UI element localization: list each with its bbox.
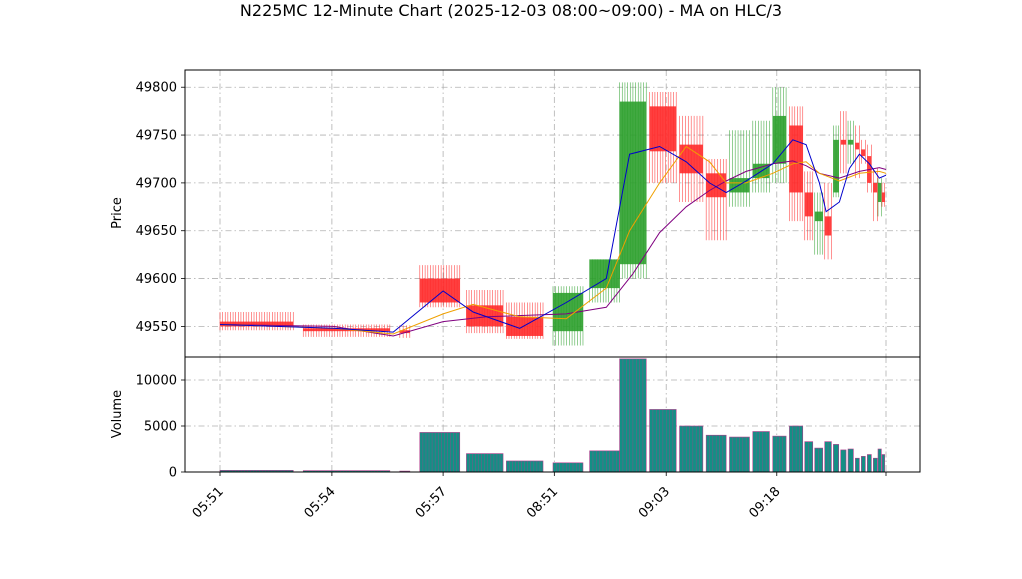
candle-body bbox=[882, 192, 885, 203]
price-tick-label: 49550 bbox=[136, 320, 177, 335]
price-tick-label: 49750 bbox=[136, 129, 177, 144]
volume-axes-frame bbox=[184, 356, 921, 473]
ma-slow-line bbox=[219, 160, 887, 337]
x-tick-label: 05:51 bbox=[190, 484, 227, 521]
candle-body bbox=[589, 259, 620, 289]
volume-bar bbox=[840, 449, 847, 473]
x-tick-label: 09:18 bbox=[747, 484, 784, 521]
x-tick-label: 05:57 bbox=[413, 484, 450, 521]
candle-body bbox=[789, 125, 803, 193]
chart-title: N225MC 12-Minute Chart (2025-12-03 08:00… bbox=[240, 1, 782, 20]
price-panel: 49550 49600 49650 49700 49750 49800 bbox=[136, 69, 921, 358]
candle-body bbox=[619, 101, 647, 265]
candle-body bbox=[878, 182, 882, 203]
candle-body bbox=[814, 211, 823, 222]
price-tick-label: 49800 bbox=[136, 81, 177, 96]
volume-bar bbox=[867, 454, 872, 473]
volume-bar bbox=[589, 450, 620, 473]
candle-body bbox=[706, 173, 727, 198]
volume-bar bbox=[833, 444, 840, 473]
volume-bar bbox=[873, 457, 878, 473]
candle-body bbox=[506, 316, 544, 336]
price-tick-label: 49650 bbox=[136, 224, 177, 239]
candle-body bbox=[840, 139, 847, 145]
candle-body bbox=[220, 321, 294, 327]
x-tick-label: 09:03 bbox=[636, 484, 673, 521]
candle-body bbox=[804, 192, 813, 217]
volume-bar bbox=[881, 454, 885, 473]
volume-tick-label: 0 bbox=[169, 466, 177, 481]
volume-bar bbox=[552, 462, 584, 473]
candle-body bbox=[399, 330, 410, 334]
candle-body bbox=[824, 216, 832, 236]
price-tick-label: 49700 bbox=[136, 176, 177, 191]
volume-axis-label: Volume bbox=[110, 390, 125, 438]
volume-bar bbox=[752, 431, 770, 473]
ma-fast-line bbox=[219, 139, 887, 333]
candle-body bbox=[833, 139, 839, 193]
candle-body bbox=[679, 144, 703, 174]
volume-bar bbox=[855, 457, 860, 473]
x-tick-label: 08:51 bbox=[524, 484, 561, 521]
volume-tick-label: 5000 bbox=[144, 420, 177, 435]
candle-body bbox=[861, 149, 866, 157]
candle-body bbox=[873, 182, 878, 193]
candle-body bbox=[848, 139, 854, 145]
volume-tick-label: 10000 bbox=[136, 374, 177, 389]
candle-body bbox=[855, 142, 860, 150]
volume-bar bbox=[877, 448, 882, 473]
candle-body bbox=[419, 278, 460, 303]
volume-bar bbox=[419, 432, 461, 473]
x-tick-label: 05:54 bbox=[302, 484, 339, 521]
ma-mid-line bbox=[219, 145, 887, 335]
price-axis-label: Price bbox=[110, 197, 125, 229]
volume-bar bbox=[861, 456, 866, 473]
volume-bar bbox=[847, 448, 854, 473]
candle-body bbox=[649, 106, 677, 152]
volume-panel: 0 5000 10000 05:51 05:54 05:57 08:51 09:03 09:18 bbox=[136, 356, 921, 521]
price-tick-label: 49600 bbox=[136, 272, 177, 287]
